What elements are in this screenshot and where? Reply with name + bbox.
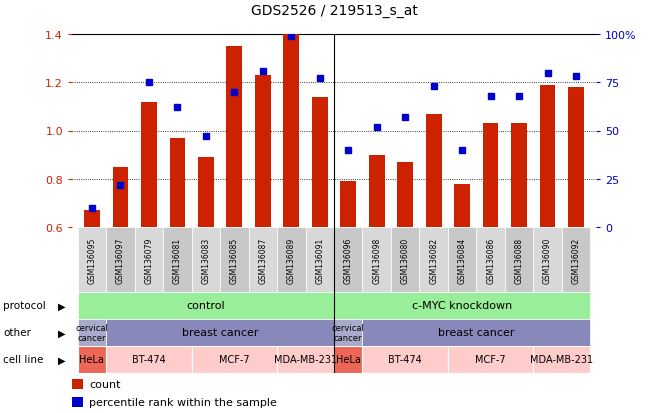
Text: protocol: protocol — [3, 301, 46, 311]
Text: GSM136085: GSM136085 — [230, 237, 239, 283]
Text: ▶: ▶ — [58, 328, 66, 338]
Text: GSM136095: GSM136095 — [87, 237, 96, 283]
Bar — [77, 228, 106, 292]
Text: MCF-7: MCF-7 — [219, 355, 249, 365]
Text: control: control — [187, 301, 225, 311]
Text: c-MYC knockdown: c-MYC knockdown — [412, 301, 512, 311]
Bar — [113, 167, 128, 228]
Text: GSM136098: GSM136098 — [372, 237, 381, 283]
Bar — [505, 228, 533, 292]
Bar — [191, 346, 277, 373]
Text: other: other — [3, 328, 31, 338]
Bar — [477, 228, 505, 292]
Text: GSM136091: GSM136091 — [315, 237, 324, 283]
Bar — [369, 155, 385, 228]
Text: HeLa: HeLa — [79, 355, 104, 365]
Bar — [391, 228, 419, 292]
Bar — [227, 47, 242, 228]
Text: GDS2526 / 219513_s_at: GDS2526 / 219513_s_at — [251, 4, 417, 18]
Text: breast cancer: breast cancer — [182, 328, 258, 338]
Bar — [334, 292, 590, 319]
Bar — [163, 228, 191, 292]
Bar — [448, 228, 477, 292]
Bar — [72, 397, 83, 407]
Text: GSM136096: GSM136096 — [344, 237, 353, 283]
Bar — [562, 228, 590, 292]
Text: MCF-7: MCF-7 — [475, 355, 506, 365]
Bar — [106, 228, 135, 292]
Bar — [363, 319, 590, 346]
Text: GSM136089: GSM136089 — [287, 237, 296, 283]
Bar — [533, 228, 562, 292]
Bar — [312, 97, 327, 228]
Text: GSM136097: GSM136097 — [116, 237, 125, 283]
Bar — [141, 102, 157, 228]
Text: GSM136092: GSM136092 — [572, 237, 581, 283]
Bar — [340, 182, 356, 228]
Text: GSM136080: GSM136080 — [401, 237, 409, 283]
Bar — [106, 346, 191, 373]
Bar — [135, 228, 163, 292]
Bar — [334, 228, 363, 292]
Bar — [249, 228, 277, 292]
Text: percentile rank within the sample: percentile rank within the sample — [89, 397, 277, 407]
Text: MDA-MB-231: MDA-MB-231 — [274, 355, 337, 365]
Text: GSM136090: GSM136090 — [543, 237, 552, 283]
Text: cervical
cancer: cervical cancer — [332, 323, 365, 342]
Bar — [77, 292, 334, 319]
Text: cell line: cell line — [3, 355, 44, 365]
Text: GSM136087: GSM136087 — [258, 237, 268, 283]
Bar — [305, 228, 334, 292]
Text: GSM136086: GSM136086 — [486, 237, 495, 283]
Text: breast cancer: breast cancer — [438, 328, 515, 338]
Text: GSM136088: GSM136088 — [514, 237, 523, 283]
Bar — [334, 346, 363, 373]
Text: GSM136084: GSM136084 — [458, 237, 467, 283]
Bar — [363, 228, 391, 292]
Bar — [198, 158, 214, 228]
Text: GSM136082: GSM136082 — [429, 237, 438, 283]
Bar — [511, 124, 527, 228]
Text: BT-474: BT-474 — [132, 355, 166, 365]
Bar — [283, 35, 299, 228]
Bar — [483, 124, 499, 228]
Bar — [77, 319, 106, 346]
Text: GSM136079: GSM136079 — [145, 237, 154, 283]
Text: GSM136081: GSM136081 — [173, 237, 182, 283]
Bar — [540, 85, 555, 228]
Bar — [363, 346, 448, 373]
Text: BT-474: BT-474 — [388, 355, 422, 365]
Bar — [84, 211, 100, 228]
Bar — [334, 319, 363, 346]
Text: HeLa: HeLa — [336, 355, 361, 365]
Bar — [277, 228, 305, 292]
Bar — [255, 76, 271, 228]
Bar — [169, 138, 185, 228]
Text: cervical
cancer: cervical cancer — [76, 323, 108, 342]
Bar — [397, 162, 413, 228]
Bar — [426, 114, 441, 228]
Bar — [533, 346, 590, 373]
Bar — [448, 346, 533, 373]
Bar — [106, 319, 334, 346]
Text: count: count — [89, 379, 121, 389]
Bar — [220, 228, 249, 292]
Text: ▶: ▶ — [58, 301, 66, 311]
Text: MDA-MB-231: MDA-MB-231 — [531, 355, 594, 365]
Bar — [419, 228, 448, 292]
Bar — [454, 184, 470, 228]
Bar — [77, 346, 106, 373]
Bar — [568, 88, 584, 228]
Bar — [191, 228, 220, 292]
Bar — [277, 346, 334, 373]
Text: GSM136083: GSM136083 — [201, 237, 210, 283]
Text: ▶: ▶ — [58, 355, 66, 365]
Bar — [72, 379, 83, 389]
